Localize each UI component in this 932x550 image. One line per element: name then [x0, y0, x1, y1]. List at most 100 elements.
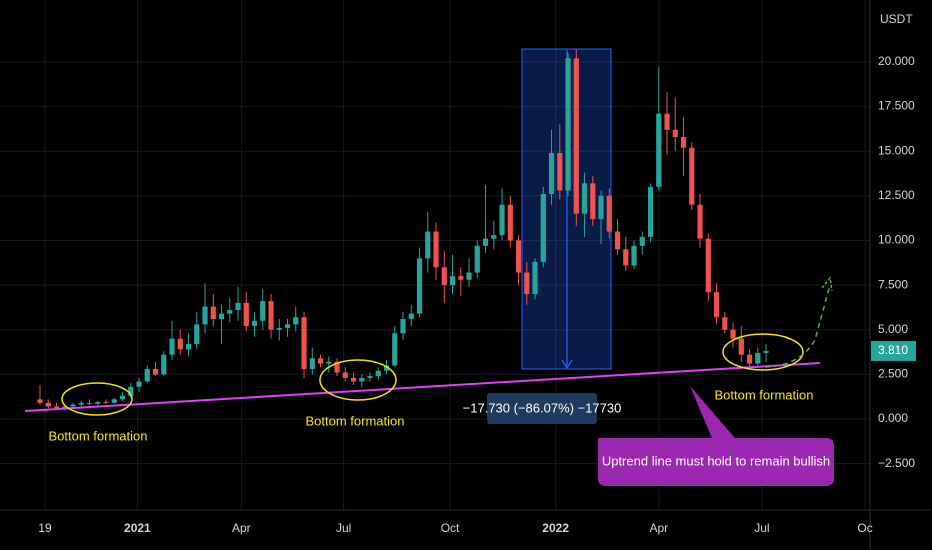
candle-body: [590, 183, 596, 220]
candle-body: [433, 231, 439, 268]
candle-body: [482, 238, 489, 246]
candle-body: [243, 302, 249, 327]
candle-body: [647, 186, 654, 237]
candle-body: [449, 276, 456, 286]
y-tick-label: 10.000: [878, 233, 915, 247]
projection: [764, 284, 831, 368]
candle-body: [210, 306, 216, 319]
measure-label: −17.730 (−86.07%) −17730: [463, 400, 622, 415]
candle-body: [524, 272, 530, 295]
y-tick-label: 17.500: [878, 99, 915, 113]
candle-body: [689, 147, 695, 205]
candle-body: [664, 113, 670, 130]
candle-body: [152, 368, 159, 375]
candle-body: [268, 301, 274, 330]
candle-body: [86, 402, 93, 404]
candle-body: [317, 358, 324, 364]
candle-body: [598, 195, 604, 220]
candle-body: [441, 267, 447, 286]
candles: [37, 49, 769, 411]
candle-body: [227, 310, 233, 314]
y-tick-label: 0.000: [878, 411, 908, 425]
measure-label-box: [487, 393, 597, 424]
candle-body: [276, 327, 282, 330]
projection-arrowhead: [821, 276, 833, 292]
note: Bottom formation: [715, 387, 814, 402]
y-tick-label: 15.000: [878, 143, 915, 157]
x-tick-label: Oct: [441, 521, 460, 535]
candle-body: [144, 368, 150, 382]
candle-body: [730, 329, 736, 339]
candle-body: [499, 204, 505, 236]
candle-body: [614, 231, 621, 250]
candle-body: [557, 152, 563, 191]
candle-body: [581, 183, 588, 214]
callout: Uptrend line must hold to remain bullish: [602, 453, 830, 468]
candle-body: [425, 231, 431, 259]
candle-body: [111, 399, 117, 403]
candle-body: [53, 406, 60, 409]
candle-body: [738, 338, 744, 355]
last-price-label: 3.810: [878, 343, 908, 357]
y-tick-label: 2.500: [878, 367, 908, 381]
note: Bottom formation: [306, 413, 405, 428]
ellipse: [61, 382, 133, 416]
candle-body: [342, 372, 348, 378]
candle-body: [548, 152, 555, 195]
candle-body: [672, 129, 678, 137]
axes: −2.500 0.000 2.500 5.000 7.500 10.000 12.500 15…: [38, 54, 916, 535]
axis-unit: USDT: [880, 12, 913, 26]
candle-body: [639, 236, 645, 246]
candle-body: [359, 377, 365, 382]
candle-body: [375, 370, 381, 377]
candle-body: [62, 406, 68, 409]
x-tick-label: Apr: [649, 521, 668, 535]
candle-body: [202, 306, 208, 325]
y-tick-label: 7.500: [878, 277, 908, 291]
candle-body: [334, 361, 340, 373]
measure-arrowhead: [561, 359, 573, 370]
candle-body: [309, 358, 315, 369]
candle-body: [326, 361, 332, 364]
candle-body: [458, 276, 464, 280]
candle-body: [763, 350, 769, 353]
last-price-box: [871, 340, 916, 361]
ellipse: [722, 333, 804, 371]
candle-body: [408, 313, 414, 319]
candle-body: [573, 58, 579, 214]
y-tick-label: 12.500: [878, 188, 915, 202]
candle-body: [367, 376, 373, 378]
candle-body: [680, 136, 687, 148]
candle-body: [128, 386, 134, 396]
candle-body: [722, 317, 728, 330]
candle-body: [185, 343, 192, 350]
candle-body: [78, 402, 84, 405]
candle-body: [350, 377, 357, 382]
candle-body: [532, 261, 538, 295]
candle-body: [293, 317, 299, 325]
candle-body: [177, 338, 183, 350]
candle-body: [161, 354, 167, 375]
candle-body: [631, 245, 637, 266]
candle-body: [218, 313, 225, 319]
x-tick-label: Jul: [336, 521, 351, 535]
candle-body: [284, 324, 291, 328]
callout-box: [598, 386, 834, 486]
candle-body: [606, 195, 612, 232]
candle-body: [103, 402, 109, 404]
candle-body: [235, 302, 241, 311]
candle-body: [400, 318, 406, 334]
candle-body: [515, 240, 522, 273]
candle-body: [383, 365, 390, 371]
candle-body: [540, 194, 546, 262]
candle-body: [301, 317, 307, 369]
candle-body: [697, 204, 703, 239]
candle-body: [169, 338, 175, 355]
x-tick-label: 2022: [542, 521, 569, 535]
candle-body: [755, 352, 761, 364]
y-tick-label: −2.500: [878, 456, 915, 470]
candle-body: [45, 402, 51, 407]
candle-body: [392, 333, 398, 366]
candle-body: [713, 292, 720, 318]
